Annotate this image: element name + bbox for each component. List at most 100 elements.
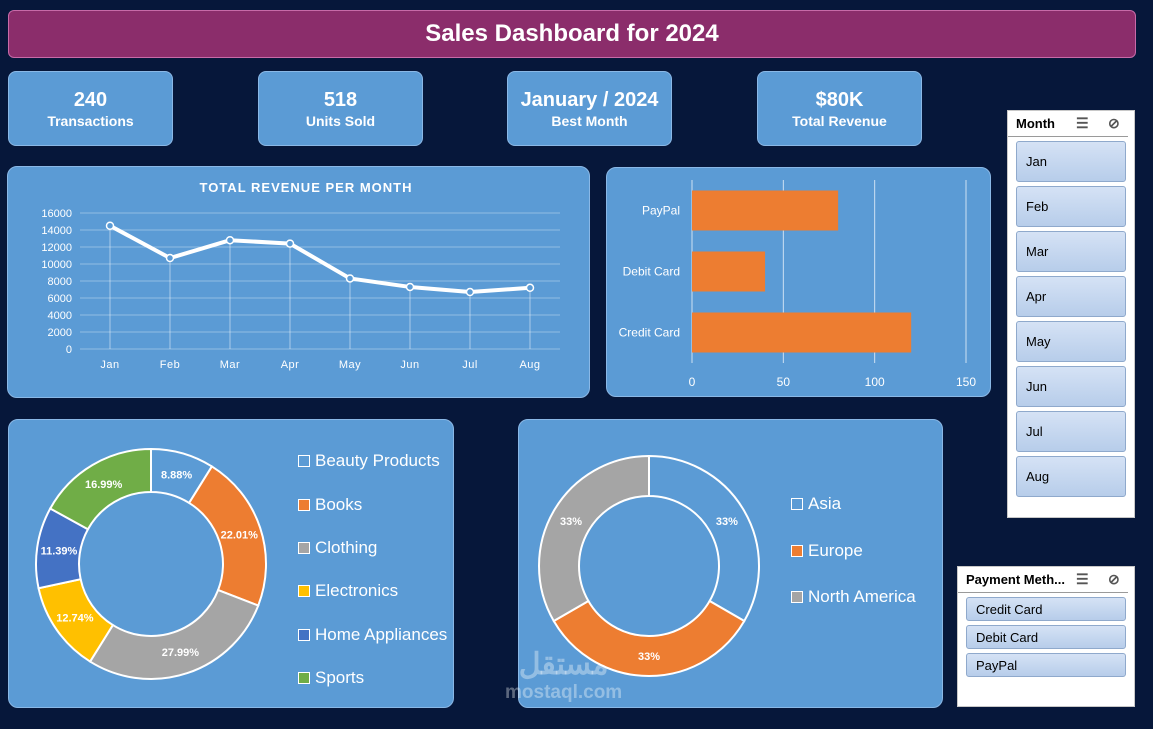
data-point[interactable] <box>465 287 475 297</box>
data-point[interactable] <box>225 235 235 245</box>
legend-item[interactable]: Sports <box>298 668 364 688</box>
region-donut-card[interactable]: 33% 33% 33% Asia Europe North America <box>518 419 943 708</box>
revenue-series-line <box>109 223 531 295</box>
legend-label: Books <box>315 495 363 514</box>
x-tick-label: 100 <box>865 375 885 389</box>
month-slicer-item-may[interactable]: May <box>1016 321 1126 362</box>
x-tick-label: Feb <box>160 359 180 371</box>
slicer-header: Payment Meth... ☰ ⊘ <box>958 567 1128 593</box>
legend-swatch <box>298 585 310 597</box>
legend-item[interactable]: Asia <box>791 494 841 514</box>
legend-swatch <box>298 455 310 467</box>
y-category-label: Credit Card <box>619 326 680 340</box>
month-slicer-item-jan[interactable]: Jan <box>1016 141 1126 182</box>
kpi-units-sold: 518 Units Sold <box>258 71 423 146</box>
month-slicer-item-jun[interactable]: Jun <box>1016 366 1126 407</box>
multi-select-icon[interactable]: ☰ <box>1076 115 1089 131</box>
data-point[interactable] <box>285 239 295 248</box>
slice-value-label: 27.99% <box>162 647 200 659</box>
donut-slice[interactable] <box>648 454 760 623</box>
y-tick-label: 14000 <box>41 225 72 237</box>
legend-swatch <box>298 499 310 511</box>
x-tick-label: Apr <box>281 359 300 371</box>
month-slicer-item-jul[interactable]: Jul <box>1016 411 1126 452</box>
donut-slice[interactable] <box>48 447 152 531</box>
slicer-title: Month <box>1016 116 1055 131</box>
slice-value-label: 12.74% <box>56 612 94 624</box>
legend-label: Home Appliances <box>315 625 448 644</box>
legend-label: Clothing <box>315 538 378 557</box>
x-tick-label: 0 <box>689 375 696 389</box>
watermark-arabic: مستقل <box>518 648 609 681</box>
payment-method-slicer: Payment Meth... ☰ ⊘ Credit Card Debit Car… <box>957 566 1135 707</box>
legend-swatch <box>791 591 803 603</box>
bar[interactable] <box>692 312 912 353</box>
legend-item[interactable]: Electronics <box>298 581 398 601</box>
legend-label: North America <box>808 587 916 606</box>
slice-value-label: 16.99% <box>85 479 123 491</box>
kpi-transactions: 240 Transactions <box>8 71 173 146</box>
payment-slicer-item-paypal[interactable]: PayPal <box>966 653 1126 677</box>
data-point[interactable] <box>525 283 535 293</box>
payment-slicer-item-credit-card[interactable]: Credit Card <box>966 597 1126 621</box>
x-tick-label: Aug <box>519 359 540 371</box>
legend-item[interactable]: Beauty Products <box>298 451 440 471</box>
multi-select-icon[interactable]: ☰ <box>1076 571 1089 587</box>
bar[interactable] <box>692 190 839 231</box>
watermark-latin: mostaql.com <box>505 682 623 703</box>
legend-swatch <box>298 629 310 641</box>
chart-title: TOTAL REVENUE PER MONTH <box>200 180 413 195</box>
y-tick-label: 16000 <box>41 208 72 220</box>
legend-item[interactable]: Home Appliances <box>298 625 447 645</box>
revenue-line-chart-card[interactable]: TOTAL REVENUE PER MONTH 0 2000 4000 6000 800… <box>7 166 590 398</box>
payment-bar-chart-card[interactable]: 0 50 100 150 PayPal Debit Card Credit Card <box>606 167 991 397</box>
month-slicer-item-aug[interactable]: Aug <box>1016 456 1126 497</box>
data-point[interactable] <box>105 221 115 230</box>
data-point[interactable] <box>345 274 355 283</box>
y-tick-label: 0 <box>66 344 72 356</box>
region-donut-chart: 33% 33% 33% <box>538 454 760 677</box>
x-tick-label: 150 <box>956 375 976 389</box>
x-tick-label: Mar <box>220 359 240 371</box>
data-point[interactable] <box>165 253 175 263</box>
clear-filter-icon[interactable]: ⊘ <box>1108 115 1120 131</box>
legend-item[interactable]: Books <box>298 495 362 515</box>
legend-swatch <box>298 542 310 554</box>
kpi-value: January / 2024 <box>520 88 659 111</box>
kpi-value: $80K <box>815 88 864 111</box>
month-slicer-item-feb[interactable]: Feb <box>1016 186 1126 227</box>
y-tick-label: 4000 <box>48 310 72 322</box>
donut-slice[interactable] <box>538 454 650 623</box>
legend-item[interactable]: North America <box>791 587 916 607</box>
x-tick-label: Jul <box>462 359 478 371</box>
y-tick-label: 6000 <box>48 293 72 305</box>
data-point[interactable] <box>405 282 415 292</box>
legend-label: Asia <box>808 494 842 513</box>
revenue-line-chart: TOTAL REVENUE PER MONTH 0 2000 4000 6000 800… <box>41 180 560 371</box>
x-tick-label: May <box>339 359 361 371</box>
slice-value-label: 33% <box>638 651 660 663</box>
legend-item[interactable]: Europe <box>791 541 863 561</box>
x-tick-label: Jun <box>400 359 419 371</box>
legend-label: Sports <box>315 668 365 687</box>
month-slicer-item-mar[interactable]: Mar <box>1016 231 1126 272</box>
donut-slice[interactable] <box>88 588 260 680</box>
dashboard-title: Sales Dashboard for 2024 <box>8 10 1136 58</box>
category-donut-card[interactable]: 8.88% 22.01% 27.99% 12.74% 11.39% 16.99% Beau… <box>8 419 454 708</box>
slice-value-label: 22.01% <box>221 530 259 542</box>
month-slicer-item-apr[interactable]: Apr <box>1016 276 1126 317</box>
kpi-value: 240 <box>73 88 108 111</box>
slice-value-label: 33% <box>560 516 582 528</box>
clear-filter-icon[interactable]: ⊘ <box>1108 571 1120 587</box>
kpi-label: Total Revenue <box>792 112 887 129</box>
slice-value-label: 8.88% <box>161 470 192 482</box>
legend-swatch <box>791 498 803 510</box>
y-tick-label: 8000 <box>48 276 72 288</box>
slicer-title: Payment Meth... <box>966 572 1065 587</box>
bar[interactable] <box>692 251 766 292</box>
payment-slicer-item-debit-card[interactable]: Debit Card <box>966 625 1126 649</box>
donut-slice[interactable] <box>552 599 746 677</box>
legend-swatch <box>298 672 310 684</box>
y-tick-label: 2000 <box>48 327 72 339</box>
legend-item[interactable]: Clothing <box>298 538 377 558</box>
